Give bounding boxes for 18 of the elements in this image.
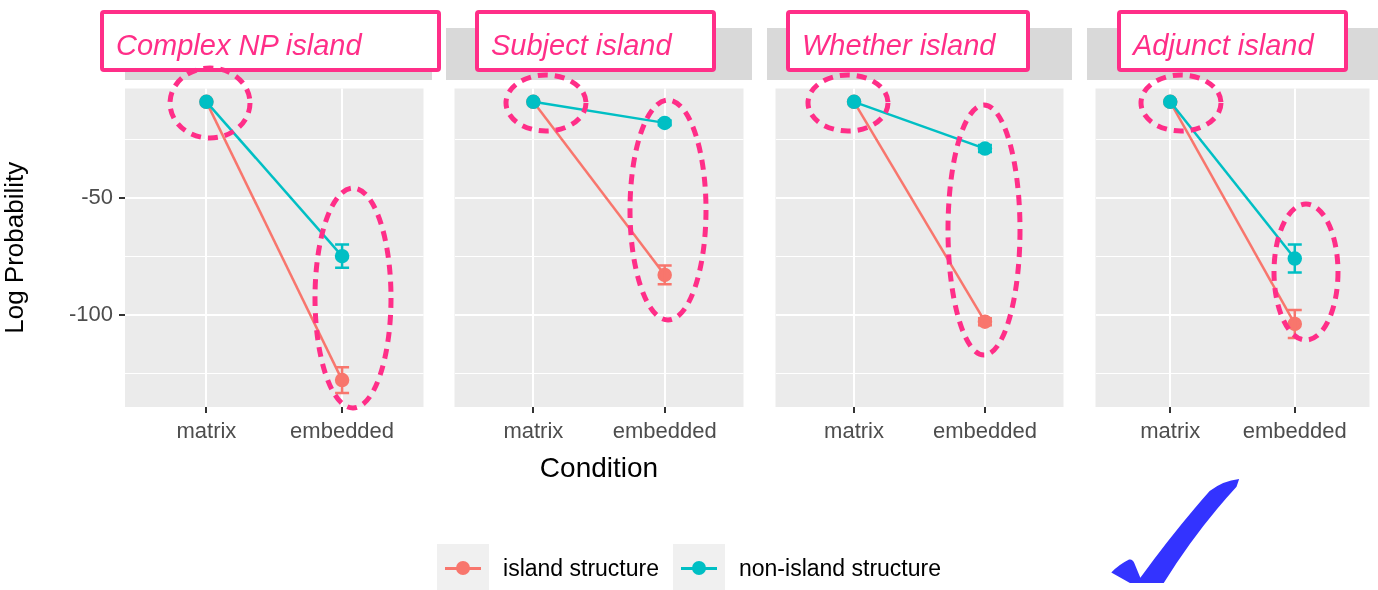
x-tick-label: matrix (503, 418, 564, 444)
legend-label: non-island structure (738, 554, 941, 582)
x-tick-label: embedded (290, 418, 395, 444)
legend-label: island structure (503, 554, 659, 582)
x-tick-label: embedded (1242, 418, 1347, 444)
x-axis-title: Condition (538, 452, 660, 484)
y-axis-title: Log Probability (0, 161, 29, 334)
chart-title: Whether island (786, 10, 1030, 72)
x-tick-label: matrix (1140, 418, 1201, 444)
y-tick-label: -50 (81, 183, 113, 209)
chart-title: Complex NP island (100, 10, 441, 72)
x-tick-label: embedded (612, 418, 717, 444)
x-tick-label: matrix (176, 418, 237, 444)
chart-title: Adjunct island (1117, 10, 1348, 72)
chart-title: Subject island (475, 10, 716, 72)
y-tick-label: -100 (68, 300, 113, 326)
x-tick-label: matrix (824, 418, 884, 444)
x-tick-label: embedded (932, 418, 1037, 444)
